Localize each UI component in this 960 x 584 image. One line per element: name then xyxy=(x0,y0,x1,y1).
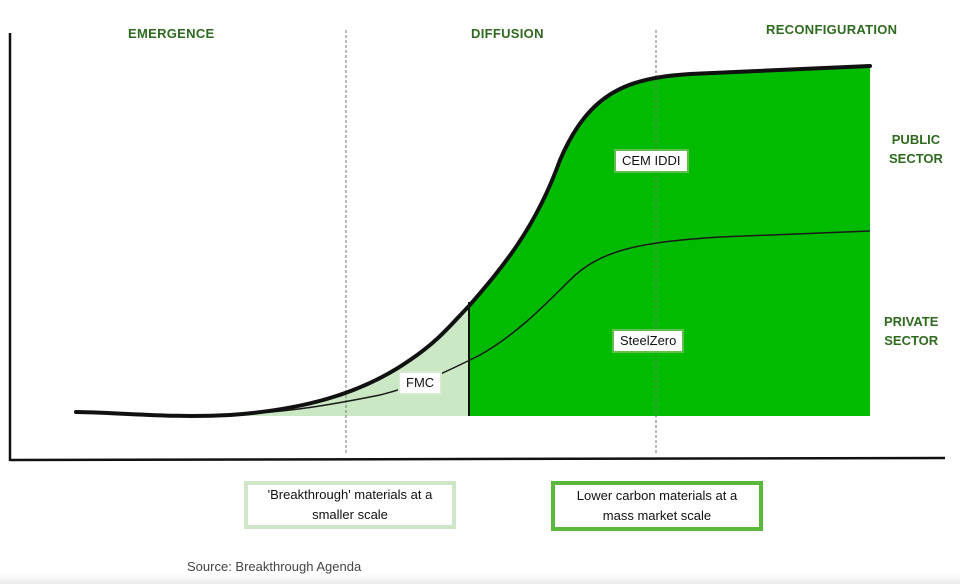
breakthrough-materials-caption: 'Breakthrough' materials at a smaller sc… xyxy=(244,481,456,529)
breakthrough-caption-line2: smaller scale xyxy=(312,507,388,522)
phase-reconfiguration-label: RECONFIGURATION xyxy=(766,22,898,37)
adoption-s-curve xyxy=(74,64,872,418)
fmc-tag: FMC xyxy=(398,371,443,395)
footer-shade xyxy=(0,574,960,584)
lower-carbon-caption-line1: Lower carbon materials at a xyxy=(576,488,738,503)
early-adoption-area xyxy=(230,306,469,416)
source-note: Source: Breakthrough Agenda xyxy=(187,559,362,574)
public-sector-line2: SECTOR xyxy=(889,151,943,166)
phase-diffusion-label: DIFFUSION xyxy=(471,26,544,41)
cem-iddi-tag: CEM IDDI xyxy=(614,149,689,173)
breakthrough-caption-line1: 'Breakthrough' materials at a xyxy=(267,487,433,502)
public-sector-label: PUBLIC SECTOR xyxy=(889,130,943,168)
private-sector-line1: PRIVATE xyxy=(884,314,939,329)
sector-split-curve xyxy=(229,230,871,416)
private-sector-label: PRIVATE SECTOR xyxy=(884,312,938,350)
private-sector-line2: SECTOR xyxy=(884,333,939,348)
public-sector-line1: PUBLIC xyxy=(891,132,941,147)
x-axis xyxy=(9,456,946,462)
steelzero-tag: SteelZero xyxy=(612,329,685,353)
lower-carbon-caption-line2: mass market scale xyxy=(602,508,712,523)
phase-emergence-label: EMERGENCE xyxy=(128,26,215,41)
lower-carbon-materials-caption: Lower carbon materials at a mass market … xyxy=(551,481,763,531)
